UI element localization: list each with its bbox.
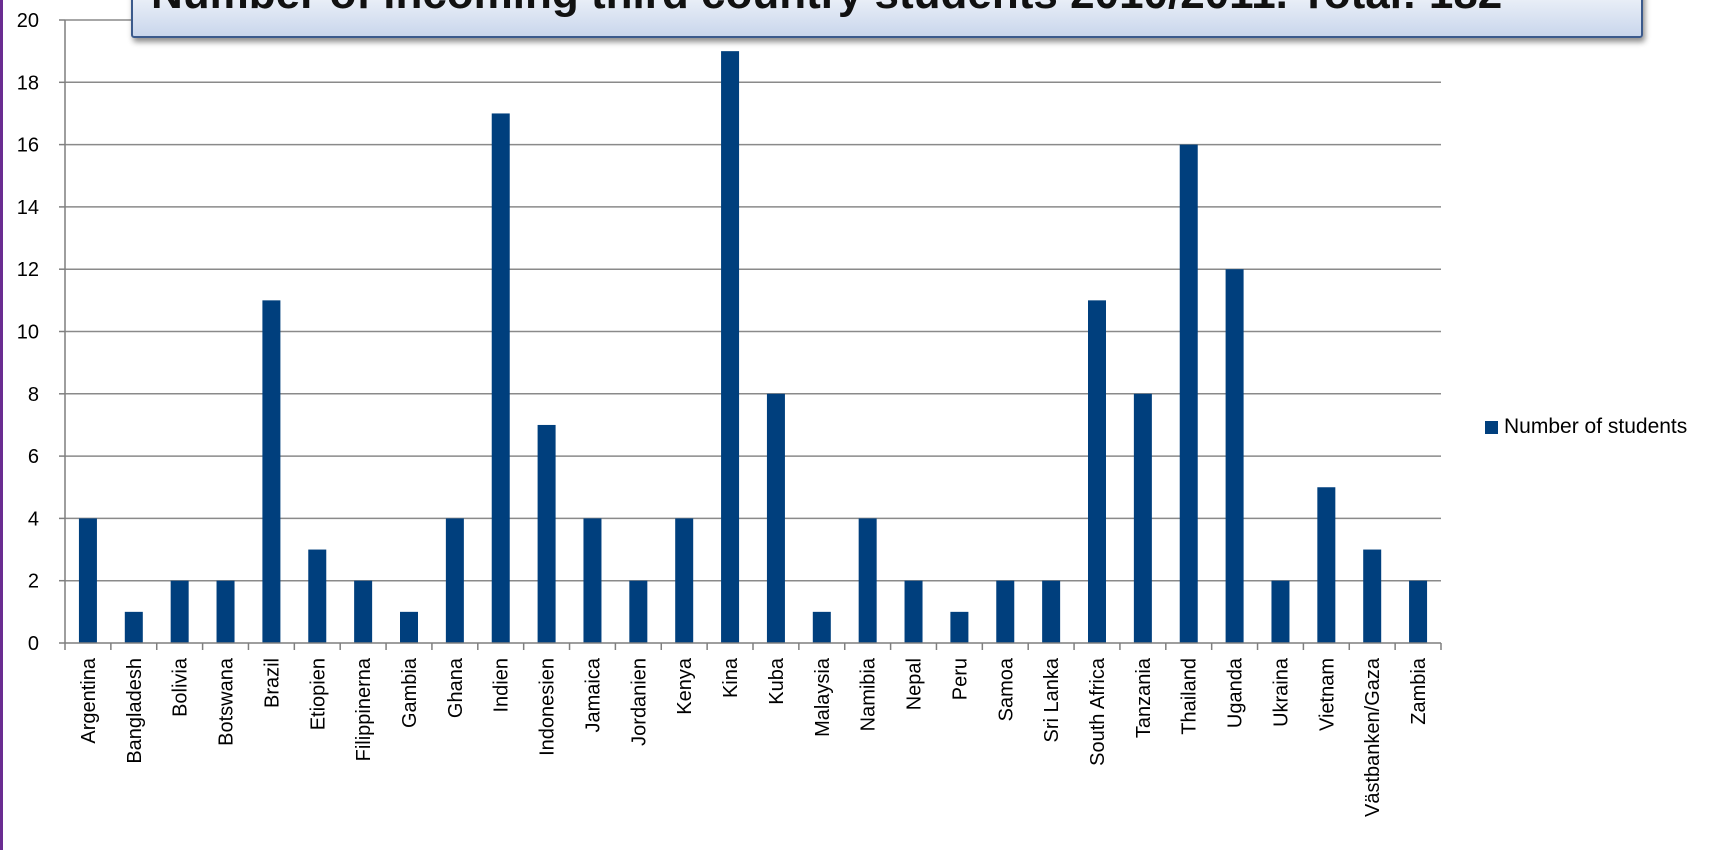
bar	[996, 580, 1015, 643]
bar	[124, 611, 143, 643]
x-tick-label: Samoa	[995, 657, 1017, 721]
chart-title-box: Number of incoming third country student…	[131, 0, 1643, 38]
x-tick-label: Brazil	[261, 658, 283, 708]
x-tick-label: Uganda	[1225, 657, 1247, 728]
x-tick-label: Zambia	[1408, 657, 1430, 725]
x-tick-label: Jamaica	[582, 657, 604, 732]
bar	[629, 580, 648, 643]
legend-label: Number of students	[1504, 415, 1688, 438]
bar	[950, 611, 969, 643]
x-tick-label: Etiopien	[307, 658, 329, 730]
x-tick-label: Kina	[720, 657, 742, 698]
x-tick-label: Västbanken/Gaza	[1362, 657, 1384, 817]
bar	[78, 518, 97, 643]
bar	[1133, 393, 1152, 643]
x-tick-label: Kuba	[766, 657, 788, 705]
x-tick-label: Argentina	[78, 657, 100, 743]
x-tick-label: Bolivia	[170, 657, 192, 717]
x-tick-label: Sri Lanka	[1041, 657, 1063, 742]
bar	[170, 580, 189, 643]
bars	[78, 51, 1428, 643]
bar	[583, 518, 602, 643]
x-tick-label: Ukraina	[1270, 657, 1292, 727]
x-tick-label: Ghana	[445, 657, 467, 718]
bar	[1271, 580, 1290, 643]
y-tick-label: 6	[28, 446, 39, 468]
y-tick-label: 20	[17, 10, 39, 32]
y-tick-label: 16	[17, 135, 39, 157]
bar	[445, 518, 464, 643]
bar	[812, 611, 831, 643]
bar	[491, 113, 510, 643]
y-tick-label: 4	[28, 508, 39, 530]
x-tick-label: Kenya	[674, 657, 696, 715]
x-tick-label: Botswana	[216, 657, 238, 746]
bar	[1363, 549, 1382, 643]
chart-title: Number of incoming third country student…	[151, 0, 1502, 16]
y-tick-label: 10	[17, 322, 39, 344]
bar	[262, 300, 281, 643]
y-axis: 0 2 4 6 8 10 12 14 16 18 20	[17, 10, 66, 655]
bar	[858, 518, 877, 643]
bar	[1409, 580, 1428, 643]
legend-swatch	[1485, 420, 1498, 434]
bar	[721, 51, 740, 643]
x-tick-label: Peru	[949, 658, 971, 700]
bar	[537, 424, 556, 643]
x-tick-label: Nepal	[904, 658, 926, 710]
bar	[1088, 300, 1106, 643]
slide-frame-edge	[0, 0, 3, 850]
x-tick-label: South Africa	[1087, 657, 1109, 766]
bar	[1042, 580, 1061, 643]
bar	[1225, 269, 1244, 643]
x-tick-label: Vietnam	[1316, 658, 1338, 731]
bar	[675, 518, 694, 643]
x-axis: Argentina Bangladesh Bolivia Botswana Brazil…	[64, 642, 1442, 817]
bar	[1317, 487, 1336, 643]
legend: Number of students	[1485, 415, 1687, 439]
x-tick-label: Indien	[491, 658, 513, 713]
bar	[400, 611, 418, 643]
bar	[216, 580, 235, 643]
bar	[904, 580, 923, 643]
x-tick-label: Filippinerna	[353, 657, 375, 761]
x-tick-label: Namibia	[858, 657, 880, 731]
x-tick-label: Indonesien	[537, 658, 559, 756]
y-tick-label: 18	[17, 72, 39, 94]
y-tick-label: 0	[28, 633, 39, 655]
y-tick-label: 12	[17, 259, 39, 281]
x-tick-label: Jordanien	[628, 658, 650, 746]
bar	[1179, 144, 1198, 643]
x-tick-label: Gambia	[399, 657, 421, 728]
bar	[354, 580, 373, 643]
y-tick-label: 14	[17, 197, 39, 219]
x-tick-label: Thailand	[1179, 658, 1201, 735]
bar	[308, 549, 327, 643]
y-tick-label: 2	[28, 571, 39, 593]
bar	[766, 393, 785, 643]
x-tick-label: Tanzania	[1133, 657, 1155, 738]
x-tick-label: Malaysia	[812, 657, 834, 737]
x-tick-label: Bangladesh	[124, 658, 146, 764]
y-tick-label: 8	[28, 384, 39, 406]
